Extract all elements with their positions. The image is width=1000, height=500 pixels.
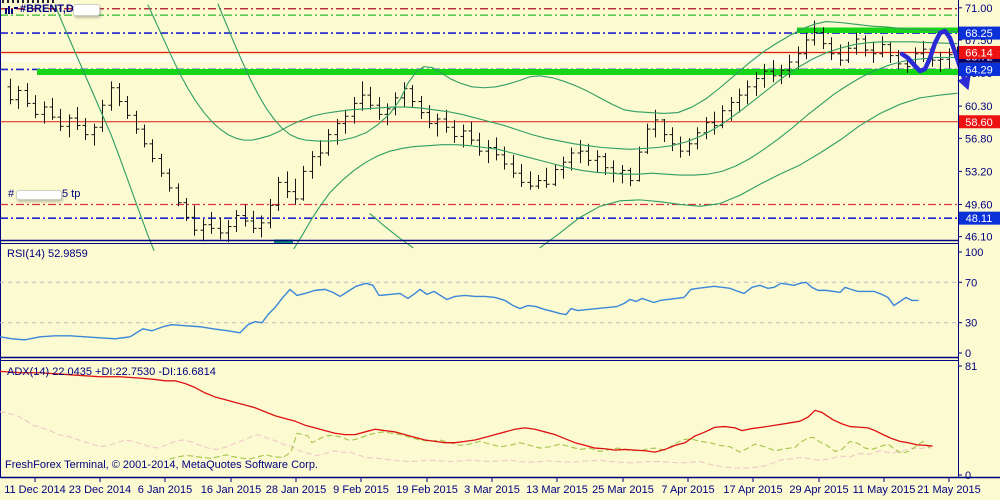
price-axis-label-71.00: 71.00 <box>965 3 993 15</box>
date-label-4: 28 Jan 2015 <box>266 484 327 496</box>
adx-axis-label-0: 0 <box>965 470 971 482</box>
rsi-axis-label-30: 30 <box>965 318 977 330</box>
lower-envelope-line <box>293 56 958 250</box>
clipped-text-remnant <box>2 0 56 3</box>
date-label-5: 9 Feb 2015 <box>333 484 389 496</box>
trend-arrow-head <box>957 75 971 91</box>
price-badge-58.60 <box>959 115 1000 129</box>
price-axis-label-49.60: 49.60 <box>965 199 993 211</box>
rsi-axis-label-70: 70 <box>965 277 977 289</box>
rsi-indicator-label: RSI(14) 52.9859 <box>7 248 88 260</box>
price-axis-label-60.30: 60.30 <box>965 101 993 113</box>
price-badge-label-48.11: 48.11 <box>966 213 993 225</box>
price-badge-label-58.60: 58.60 <box>965 117 993 129</box>
adx-indicator-label: ADX(14) 22.0435 +DI:22.7530 -DI:16.6814 <box>7 366 216 378</box>
obscured-label-patch <box>73 4 100 16</box>
minus-di-line <box>0 411 931 469</box>
trade-level-label-suffix: 5 tp <box>62 188 81 200</box>
obscured-account-patch <box>16 190 62 200</box>
date-label-10: 7 Apr 2015 <box>661 484 714 496</box>
price-axis-label-53.20: 53.20 <box>965 166 993 178</box>
date-label-14: 21 May 2015 <box>917 484 981 496</box>
terminal-credit: FreshForex Terminal, © 2001-2014, MetaQu… <box>5 459 318 471</box>
rsi-line <box>0 281 919 341</box>
price-badge-48.11 <box>959 211 1000 225</box>
upper-envelope-line <box>217 3 958 142</box>
adx-axis-label-81: 81 <box>965 361 977 373</box>
price-badge-66.14 <box>959 45 1000 59</box>
price-axis-label-46.10: 46.10 <box>965 232 993 244</box>
date-label-3: 16 Jan 2015 <box>201 484 262 496</box>
date-label-0: 11 Dec 2014 <box>4 484 66 496</box>
date-label-11: 17 Apr 2015 <box>723 484 782 496</box>
price-badge-label-64.29: 64.29 <box>965 64 993 76</box>
adx-line <box>0 370 933 453</box>
date-label-6: 19 Feb 2015 <box>396 484 458 496</box>
rsi-axis-label-100: 100 <box>965 247 983 259</box>
date-label-12: 29 Apr 2015 <box>789 484 848 496</box>
date-label-1: 23 Dec 2014 <box>69 484 131 496</box>
price-badge-68.25 <box>959 26 1000 40</box>
middle-envelope-line <box>147 4 958 150</box>
date-label-9: 25 Mar 2015 <box>592 484 654 496</box>
date-label-13: 11 May 2015 <box>853 484 916 496</box>
price-badge-64.29 <box>959 62 1000 76</box>
chart-icon <box>5 5 18 14</box>
date-label-8: 13 Mar 2015 <box>526 484 588 496</box>
price-axis-label-56.80: 56.80 <box>965 133 993 145</box>
highlight-band-0 <box>797 27 958 33</box>
price-badge-label-66.14: 66.14 <box>965 47 993 59</box>
rsi-axis-label-0: 0 <box>965 348 971 360</box>
plus-di-line <box>169 431 931 460</box>
price-badge-label-68.25: 68.25 <box>965 28 993 40</box>
date-label-7: 3 Mar 2015 <box>464 484 520 496</box>
date-label-2: 6 Jan 2015 <box>138 484 192 496</box>
trade-level-label-prefix: # <box>8 188 15 200</box>
steep-left-line-line <box>54 4 155 251</box>
trend-arrow-annotation <box>899 28 967 81</box>
slow-ma-line <box>539 92 958 249</box>
white-stripe-zone <box>0 55 958 63</box>
highlight-band-1 <box>37 69 958 75</box>
